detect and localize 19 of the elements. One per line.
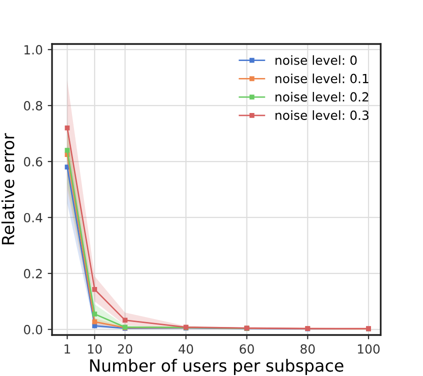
- legend-label: noise level: 0: [276, 55, 357, 65]
- x-tick-label: 1: [64, 344, 70, 354]
- y-tick-label: 0.8: [24, 101, 42, 110]
- x-tick-label: 60: [240, 344, 254, 354]
- x-tick-label: 80: [300, 344, 315, 354]
- x-tick-label: 10: [88, 344, 102, 354]
- x-tick-label: 40: [178, 344, 194, 354]
- y-tick-label: 0.2: [24, 268, 42, 278]
- legend-label: noise level: 0.3: [276, 110, 368, 120]
- y-tick-label: 1.0: [24, 45, 42, 55]
- x-tick-label: 100: [358, 344, 380, 354]
- x-tick-label: 20: [118, 344, 132, 354]
- x-axis-title: Number of users per subspace: [90, 358, 344, 376]
- y-tick-label: 0.4: [24, 212, 42, 222]
- legend-label: noise level: 0.1: [276, 74, 368, 84]
- y-tick-label: 0.6: [24, 156, 42, 166]
- y-axis-title: Relative error: [1, 133, 14, 244]
- legend-label: noise level: 0.2: [276, 92, 368, 102]
- y-tick-label: 0.0: [24, 324, 42, 334]
